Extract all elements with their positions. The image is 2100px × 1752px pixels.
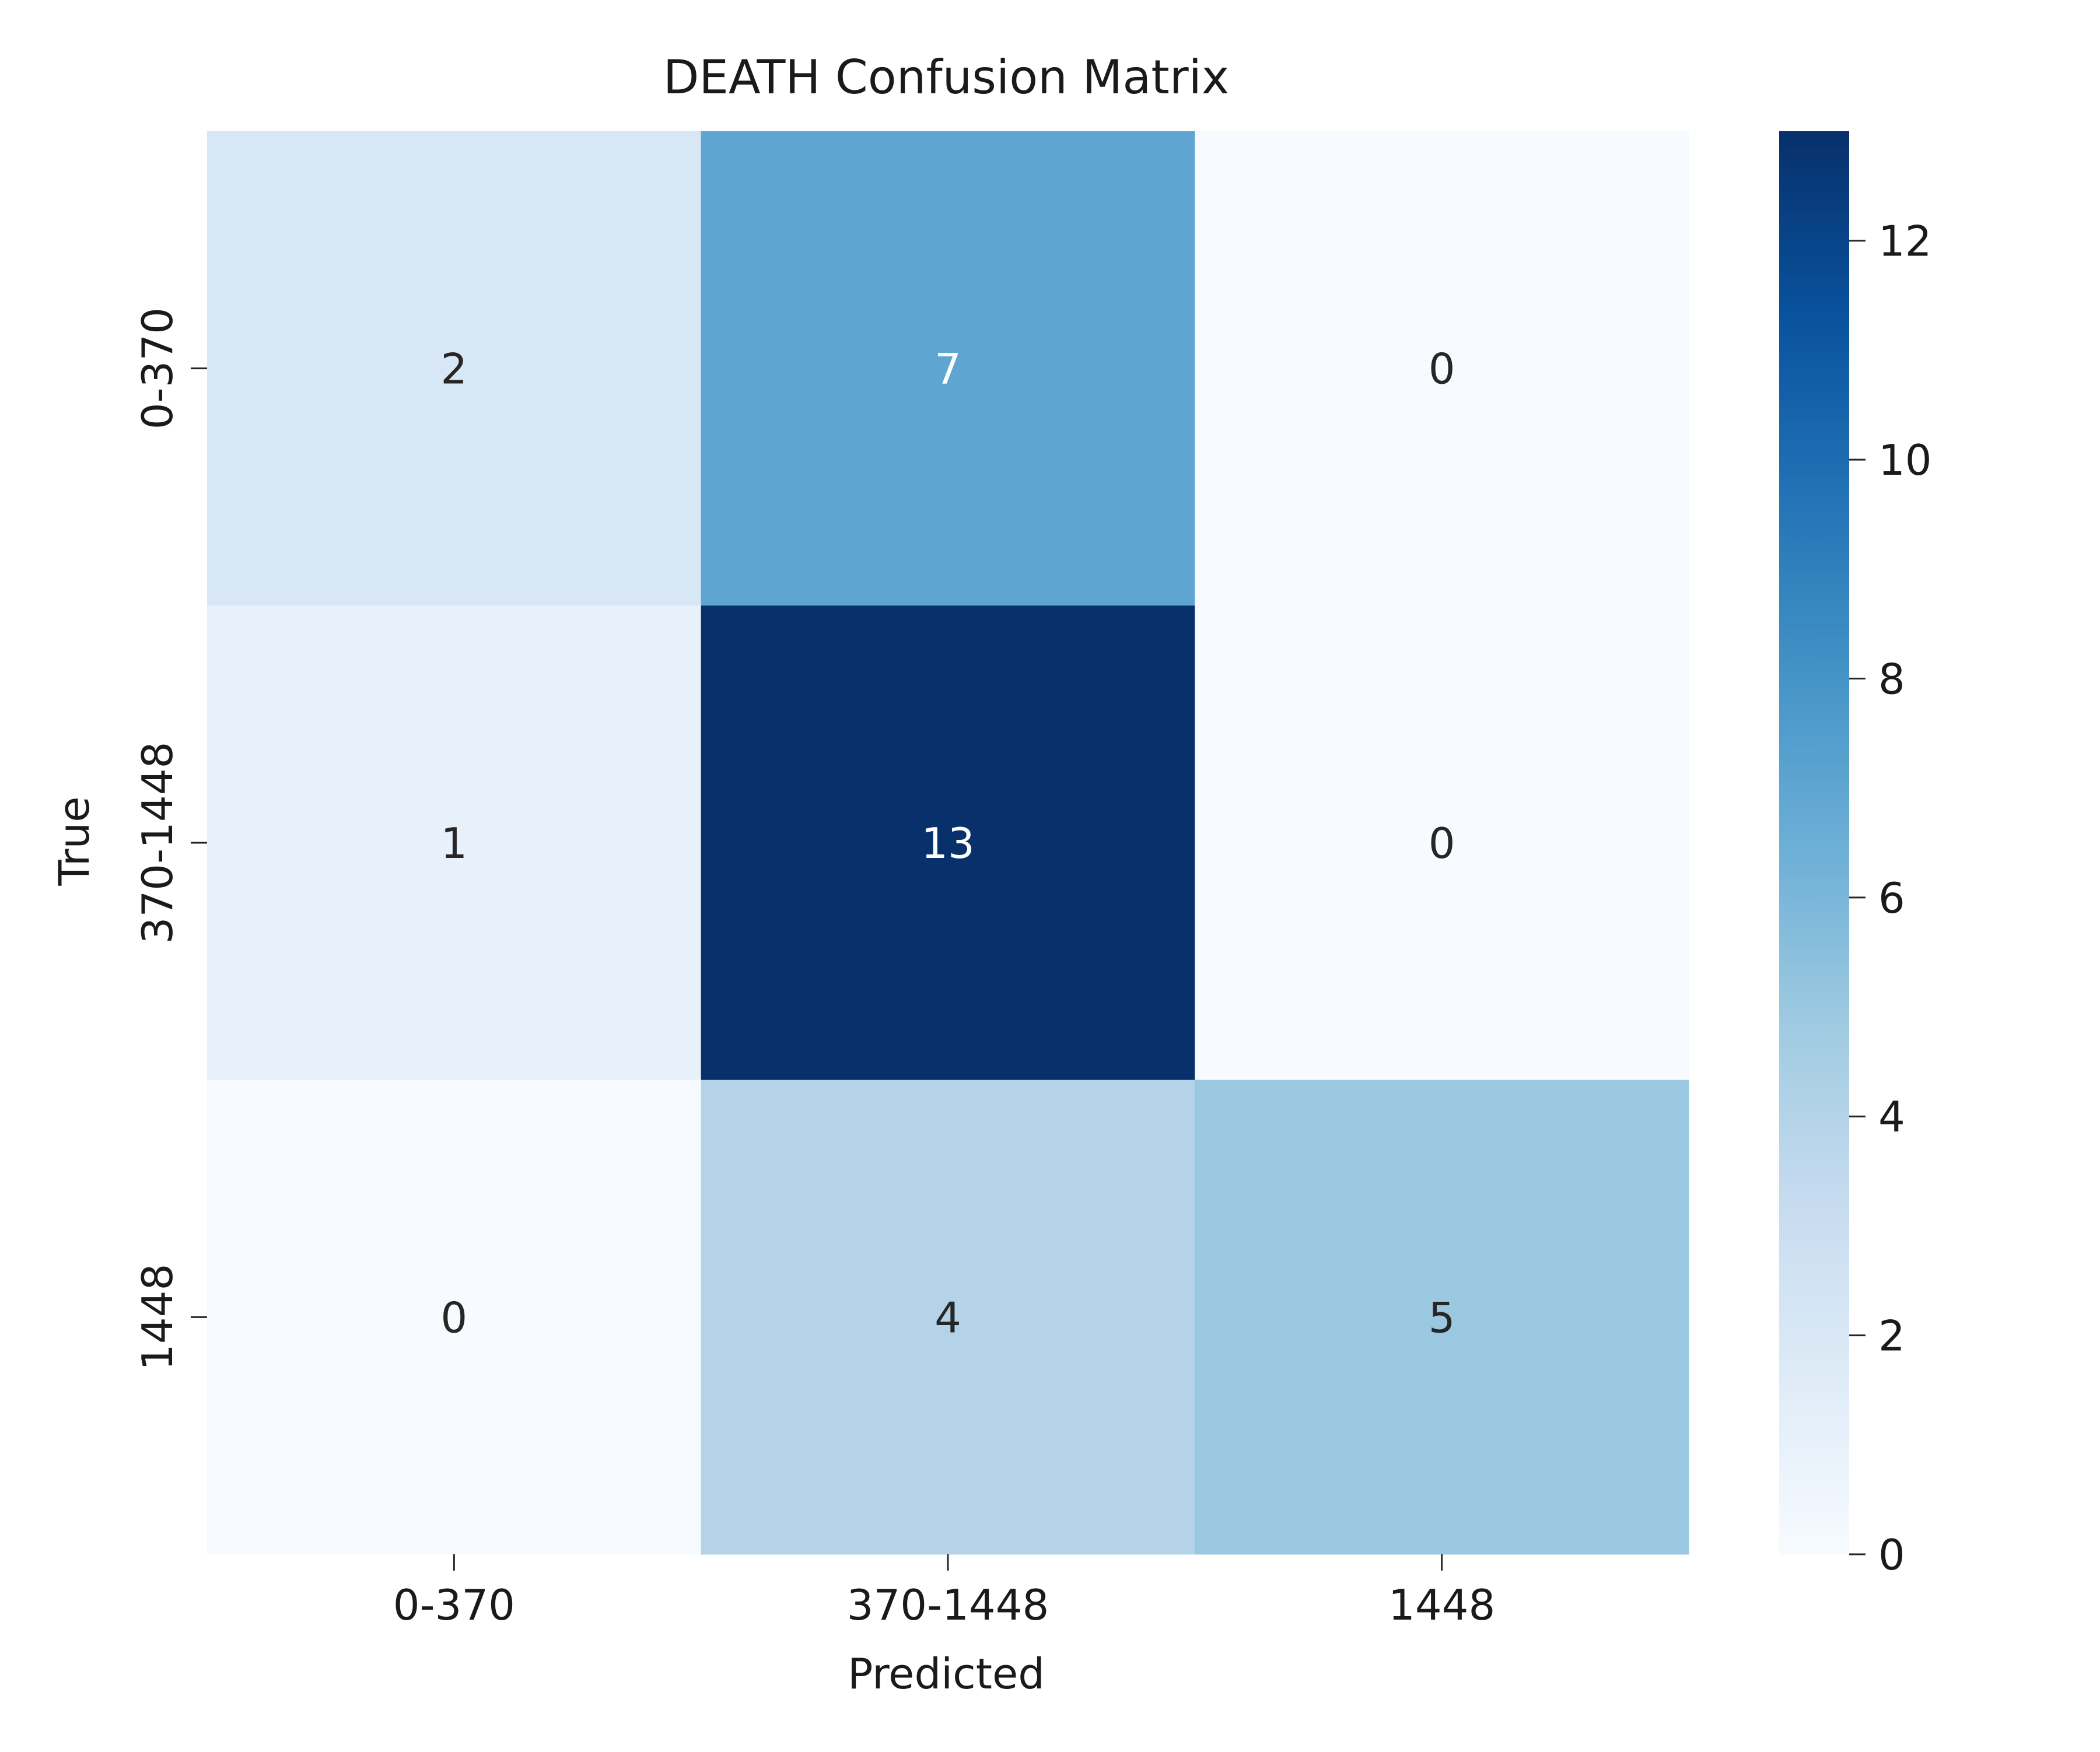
colorbar-tick-label: 4 — [1878, 1092, 1905, 1141]
colorbar-tick-label: 10 — [1878, 436, 1932, 485]
y-tick-label: 370-1448 — [133, 742, 182, 944]
cell-value-label-r2-c1: 4 — [935, 1293, 961, 1342]
y-tick-label: 1448 — [133, 1264, 182, 1371]
heatmap-cell-r0-c1 — [701, 131, 1195, 606]
y-tick-label: 0-370 — [133, 307, 182, 429]
x-tick-label: 1448 — [1388, 1581, 1495, 1630]
y-axis: 0-370 370-1448 1448 — [133, 307, 207, 1371]
colorbar-tick-label: 2 — [1878, 1312, 1905, 1361]
cell-value-label-r2-c0: 0 — [440, 1293, 467, 1342]
cell-value-label-r0-c2: 0 — [1429, 345, 1455, 394]
heatmap-cells — [207, 131, 1689, 1555]
x-tick-label: 370-1448 — [847, 1581, 1049, 1630]
cell-value-label-r0-c0: 2 — [440, 345, 467, 394]
heatmap-cell-r2-c0 — [207, 1080, 702, 1555]
cell-value-label-r1-c2: 0 — [1429, 819, 1455, 868]
colorbar-tick-label: 8 — [1878, 654, 1905, 703]
colorbar-ticks: 0 2 4 6 8 10 12 — [1849, 217, 1932, 1579]
colorbar-tick-label: 12 — [1878, 217, 1932, 266]
chart-title: DEATH Confusion Matrix — [663, 50, 1229, 104]
x-axis: 0-370 370-1448 1448 — [393, 1554, 1495, 1630]
colorbar-tick-label: 6 — [1878, 874, 1905, 923]
heatmap-cell-r1-c1 — [701, 605, 1195, 1081]
colorbar — [1779, 131, 1849, 1554]
heatmap-cell-r0-c0 — [207, 131, 702, 606]
cell-value-label-r1-c0: 1 — [440, 819, 467, 868]
heatmap-cell-r1-c2 — [1195, 605, 1689, 1081]
x-axis-label: Predicted — [848, 1649, 1045, 1698]
cell-value-label-r0-c1: 7 — [935, 345, 961, 394]
heatmap-cell-r0-c2 — [1195, 131, 1689, 606]
heatmap-cell-r1-c0 — [207, 605, 702, 1081]
heatmap-cell-r2-c2 — [1195, 1080, 1689, 1555]
y-axis-label: True — [50, 797, 99, 886]
heatmap-cell-labels: 2 7 0 1 13 0 0 4 5 — [440, 345, 1455, 1343]
heatmap-cell-r2-c1 — [701, 1080, 1195, 1555]
colorbar-tick-label: 0 — [1878, 1530, 1905, 1579]
cell-value-label-r1-c1: 13 — [921, 819, 975, 868]
cell-value-label-r2-c2: 5 — [1429, 1293, 1455, 1342]
x-tick-label: 0-370 — [393, 1581, 515, 1630]
